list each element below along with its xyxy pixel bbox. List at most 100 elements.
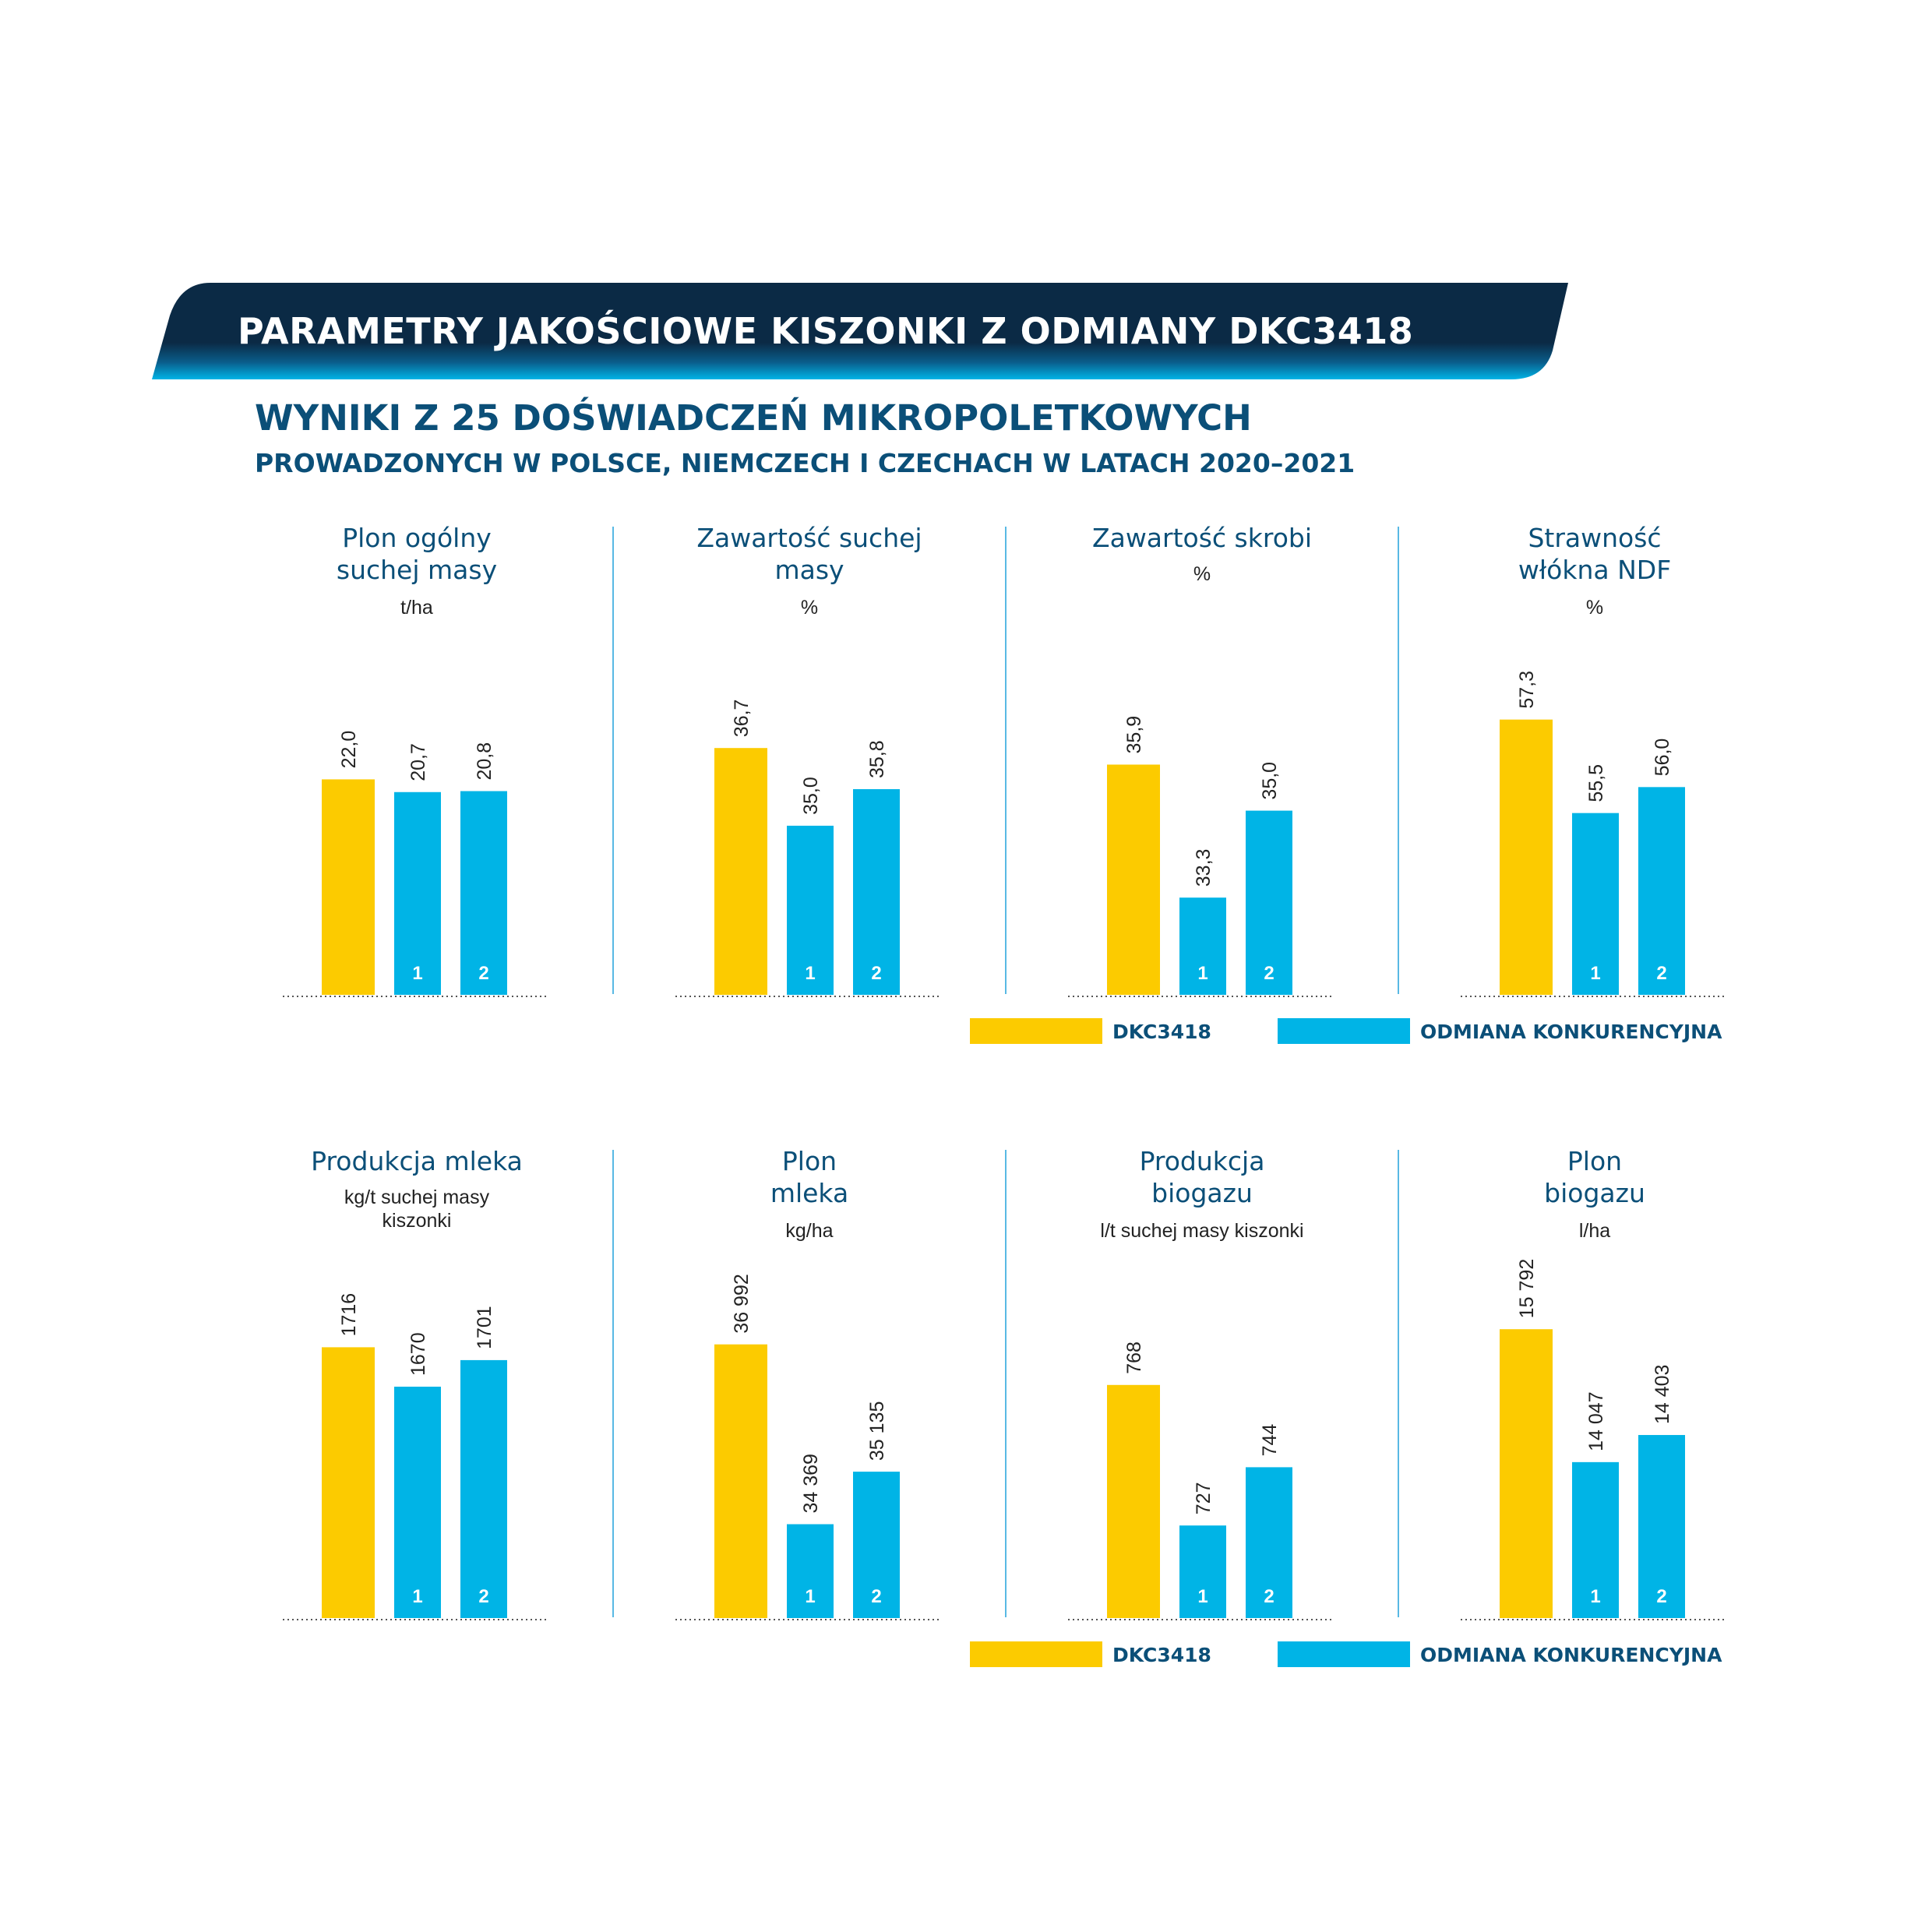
bar-category-label: 2 (1656, 1586, 1666, 1607)
legend-swatch-competitor (1278, 1018, 1410, 1044)
panel-divider (1005, 527, 1007, 994)
bar-category-label: 1 (412, 1586, 422, 1607)
chart-unit: % (1193, 563, 1211, 585)
bar-competitor-1 (394, 791, 441, 995)
bar-competitor-1 (394, 1387, 441, 1618)
bar-category-label: 1 (1197, 1586, 1208, 1607)
bar-value-label: 35 135 (866, 1401, 888, 1461)
bar-value-label: 1716 (338, 1293, 360, 1337)
chart-title: Plon biogazu (1544, 1146, 1645, 1208)
chart-plot: 36,7 35,0 1 35,8 2 (675, 700, 942, 997)
bar-value-label: 22,0 (338, 731, 360, 769)
subtitle-secondary: PROWADZONYCH W POLSCE, NIEMCZECH I CZECH… (255, 448, 1356, 478)
bar-category-label: 1 (412, 963, 422, 984)
chart-unit: t/ha (400, 597, 433, 619)
bar-value-label: 14 047 (1585, 1391, 1607, 1451)
chart-panel: 36,7 35,0 1 35,8 2 Zawartość suchej masy % (615, 518, 1004, 1063)
page-title: PARAMETRY JAKOŚCIOWE KISZONKI Z ODMIANY … (238, 310, 1414, 352)
bar-value-label: 744 (1259, 1424, 1281, 1457)
bar-category-label: 1 (1590, 963, 1600, 984)
chart-panel: 36 992 34 369 1 35 135 2 Plon mleka kg/ha (615, 1141, 1004, 1687)
bar-competitor-2 (460, 791, 507, 995)
chart-plot: 35,9 33,3 1 35,0 2 (1068, 716, 1334, 997)
bar-dkc (322, 1347, 375, 1618)
bar-competitor-2 (853, 789, 900, 995)
bar-category-label: 1 (805, 1586, 815, 1607)
bar-value-label: 20,7 (407, 743, 429, 781)
bar-value-label: 20,8 (474, 742, 495, 781)
bar-category-label: 2 (478, 1586, 488, 1607)
chart-title: Produkcja mleka (311, 1146, 523, 1176)
legend-label-dkc: DKC3418 (1112, 1644, 1211, 1666)
bar-competitor-1 (787, 825, 834, 995)
bar-value-label: 1670 (407, 1332, 429, 1376)
bar-competitor-2 (1638, 1435, 1685, 1618)
chart-title: Zawartość skrobi (1091, 523, 1312, 553)
bar-value-label: 33,3 (1193, 849, 1215, 887)
chart-title: Zawartość suchej masy (696, 523, 922, 585)
bar-dkc (714, 748, 767, 995)
bar-dkc (1500, 1329, 1553, 1618)
bar-competitor-1 (1572, 1461, 1619, 1618)
chart-unit: kg/ha (785, 1220, 834, 1242)
bar-value-label: 15 792 (1516, 1259, 1538, 1318)
legend-label-competitor: ODMIANA KONKURENCYJNA (1420, 1644, 1722, 1666)
chart-plot: 57,3 55,5 1 56,0 2 (1461, 671, 1727, 997)
panel-divider (1005, 1150, 1007, 1617)
chart-panel: 768 727 1 744 2 Produkcja biogazu l/t suchej… (1007, 1141, 1397, 1687)
chart-unit: % (800, 597, 819, 619)
bar-value-label: 57,3 (1516, 671, 1538, 709)
bar-category-label: 1 (1197, 963, 1208, 984)
panel-divider (1398, 527, 1399, 994)
bar-category-label: 2 (1264, 963, 1274, 984)
bar-category-label: 2 (871, 1586, 881, 1607)
legend-swatch-dkc (970, 1018, 1102, 1044)
panel-divider (1398, 1150, 1399, 1617)
bar-dkc (714, 1344, 767, 1618)
legend-swatch-dkc (970, 1641, 1102, 1667)
bar-category-label: 2 (478, 963, 488, 984)
chart-title: Plon mleka (770, 1146, 849, 1208)
chart-panel: 15 792 14 047 1 14 403 2 Plon biogazu l/ha (1400, 1141, 1789, 1687)
bar-competitor-1 (1179, 897, 1226, 995)
chart-title: Plon ogólny suchej masy (336, 523, 498, 585)
bar-value-label: 35,8 (866, 740, 888, 778)
panel-divider (612, 527, 614, 994)
bar-competitor-2 (460, 1359, 507, 1618)
bar-competitor-1 (1179, 1525, 1226, 1618)
subtitle-main: WYNIKI Z 25 DOŚWIADCZEŃ MIKROPOLETKOWYCH (255, 397, 1252, 439)
bar-competitor-2 (1638, 787, 1685, 995)
bar-value-label: 14 403 (1652, 1365, 1673, 1424)
bar-value-label: 36,7 (731, 700, 753, 738)
chart-unit: % (1585, 597, 1604, 619)
chart-unit: l/t suchej masy kiszonki (1100, 1220, 1304, 1242)
chart-panel: 1716 1670 1 1701 2 Produkcja mleka kg/t such… (222, 1141, 612, 1687)
legend-label-competitor: ODMIANA KONKURENCYJNA (1420, 1021, 1722, 1043)
bar-value-label: 56,0 (1652, 739, 1673, 777)
legend-label-dkc: DKC3418 (1112, 1021, 1211, 1043)
chart-panel: 22,0 20,7 1 20,8 2 Plon ogólny suchej masy t… (222, 518, 612, 1063)
legend: DKC3418 ODMIANA KONKURENCYJNA (970, 1018, 1749, 1049)
chart-plot: 1716 1670 1 1701 2 (283, 1293, 549, 1620)
bar-category-label: 2 (871, 963, 881, 984)
bar-dkc (1107, 1384, 1160, 1618)
bar-value-label: 1701 (474, 1306, 495, 1349)
chart-panel: 35,9 33,3 1 35,0 2 Zawartość skrobi % (1007, 518, 1397, 1063)
bar-value-label: 36 992 (731, 1274, 753, 1333)
chart-plot: 22,0 20,7 1 20,8 2 (283, 731, 549, 997)
chart-title: Produkcja biogazu (1139, 1146, 1265, 1208)
bar-value-label: 34 369 (800, 1454, 822, 1513)
bar-category-label: 2 (1264, 1586, 1274, 1607)
chart-plot: 15 792 14 047 1 14 403 2 (1461, 1259, 1727, 1620)
bar-competitor-1 (1572, 813, 1619, 995)
bar-competitor-2 (853, 1472, 900, 1618)
bar-dkc (322, 779, 375, 995)
bar-value-label: 35,9 (1123, 716, 1145, 754)
bar-value-label: 727 (1193, 1482, 1215, 1514)
bar-value-label: 35,0 (800, 777, 822, 815)
bar-category-label: 1 (1590, 1586, 1600, 1607)
bar-competitor-1 (787, 1524, 834, 1618)
chart-plot: 36 992 34 369 1 35 135 2 (675, 1274, 942, 1620)
bar-value-label: 35,0 (1259, 762, 1281, 800)
chart-panel: 57,3 55,5 1 56,0 2 Strawność włókna NDF % (1400, 518, 1789, 1063)
